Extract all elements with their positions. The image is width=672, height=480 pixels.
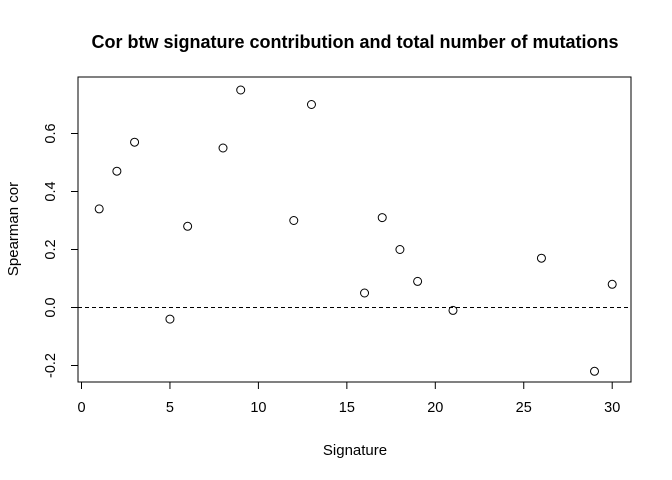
data-point <box>183 221 193 231</box>
data-point <box>607 279 617 289</box>
data-point <box>94 204 104 214</box>
data-point <box>413 276 423 286</box>
data-point <box>112 166 122 176</box>
x-tick-label: 15 <box>339 400 355 416</box>
x-tick-label: 0 <box>77 400 85 416</box>
x-tick-label: 5 <box>166 400 174 416</box>
y-tick-label: 0.0 <box>43 297 59 317</box>
x-tick-label: 30 <box>604 400 620 416</box>
data-point <box>395 245 405 254</box>
y-tick-label: 0.6 <box>43 123 59 143</box>
y-tick-label: 0.2 <box>43 239 59 259</box>
plot-frame <box>77 76 632 383</box>
data-points <box>94 85 617 376</box>
data-point <box>236 85 246 95</box>
data-point <box>130 137 140 147</box>
data-point <box>360 288 370 298</box>
y-axis-label: Spearman cor <box>5 182 22 276</box>
data-point <box>377 213 387 223</box>
x-tick-label: 10 <box>250 400 266 416</box>
data-point <box>218 143 228 153</box>
data-point <box>306 100 316 109</box>
x-tick-label: 25 <box>516 400 532 416</box>
data-point <box>289 216 299 225</box>
data-point <box>448 305 458 315</box>
x-axis-label: Signature <box>323 442 387 459</box>
data-point <box>590 366 600 376</box>
x-tick-label: 20 <box>427 400 443 416</box>
chart-title: Cor btw signature contribution and total… <box>92 32 619 52</box>
y-tick-label: -0.2 <box>43 353 59 378</box>
y-tick-label: 0.4 <box>43 181 59 201</box>
data-point <box>536 253 546 263</box>
y-axis: -0.2 0.0 0.2 0.4 0.6 <box>43 123 79 378</box>
data-point <box>165 314 175 324</box>
x-axis: 0 5 10 15 20 25 30 <box>77 381 620 416</box>
